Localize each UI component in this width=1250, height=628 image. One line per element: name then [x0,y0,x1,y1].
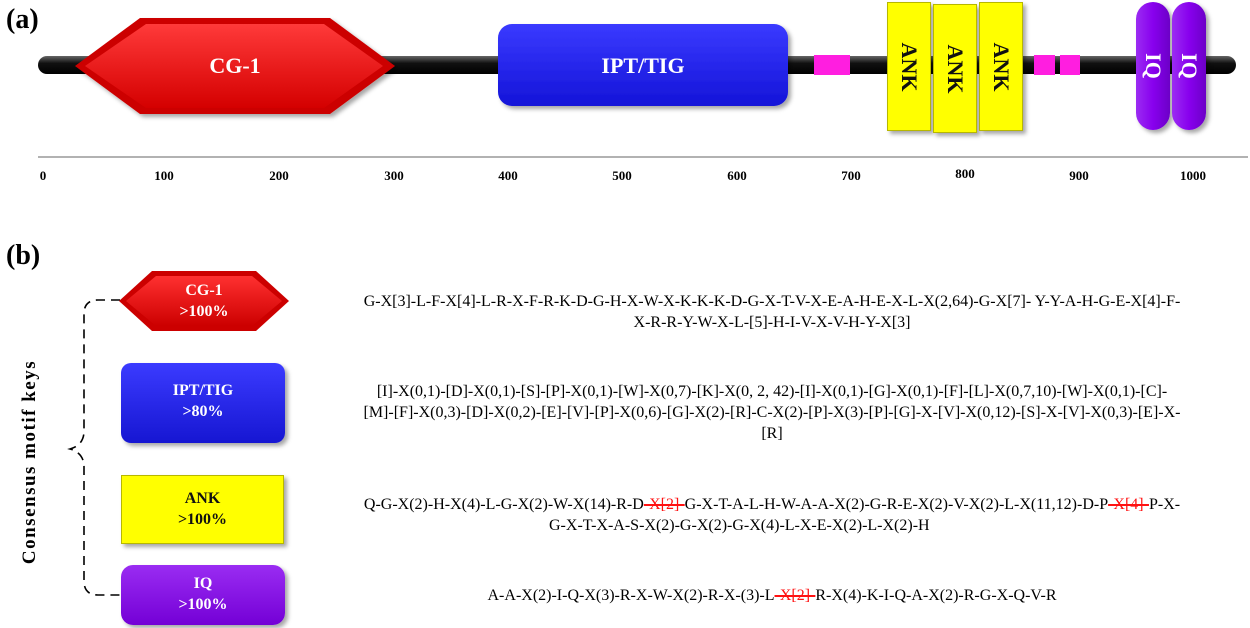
axis-tick-label: 600 [727,168,747,183]
iq-domain-2: IQ [1172,2,1206,130]
axis-tick-label: 500 [612,168,632,183]
ipt-tig-domain-shape [498,24,788,106]
ank-domain-2: ANK [933,4,977,133]
cg1-key: CG-1 >100% [116,280,292,322]
ank-deleted-segment: -X[4]- [1108,496,1149,513]
cg1-motif-line: X-R-R-Y-W-X-L-[5]-H-I-V-X-V-H-Y-X[3] [633,314,911,331]
ank-domain-3: ANK [979,2,1023,131]
axis-tick-label: 400 [498,168,518,183]
axis-tick-label: 200 [269,168,289,183]
consensus-motif-keys-label: Consensus motif keys [19,359,40,565]
panel-b-label: (b) [6,240,41,271]
bracket [67,299,120,596]
axis-tick-label: 100 [154,168,174,183]
iq-domain-label: IQ [1177,53,1202,79]
axis-tick-label: 900 [1069,168,1089,183]
axis-tick-label: 0 [39,168,47,183]
iq-key-pct: >100% [178,596,228,613]
ank-motif-segment: P-X- [1148,496,1181,513]
pink-motif-segment [1060,55,1080,75]
ipt-tig-motif: [I]-X(0,1)-[D]-X(0,1)-[S]-[P]-X(0,1)-[W]… [296,381,1248,444]
panel-a-label: (a) [6,4,39,35]
axis-tick-label: 300 [384,168,404,183]
iq-key-name: IQ [193,575,213,592]
ipt-tig-motif-line: [M]-[F]-X(0,3)-[D]-X(0,2)-[E]-[V]-[P]-X(… [363,404,1181,421]
iq-motif: A-A-X(2)-I-Q-X(3)-R-X-W-X(2)-R-X-(3)-L-X… [296,585,1248,606]
ank-domain-label: ANK [989,42,1014,91]
ank-key-name: ANK [184,490,221,507]
ipt-tig-domain-label: IPT/TIG [601,53,685,78]
cg1-key-pct: >100% [179,303,229,320]
iq-deleted-segment: -X[2]- [774,587,816,604]
ank-key-pct: >100% [177,511,228,528]
cg1-motif-line: G-X[3]-L-F-X[4]-L-R-X-F-R-K-D-G-H-X-W-X-… [363,293,1181,310]
ipt-tig-motif-line: [R] [761,425,783,442]
ank-domain-label: ANK [897,42,922,91]
axis-tick-label: 700 [841,168,861,183]
ank-key: ANK >100% [121,475,284,544]
ank-motif-segment: Q-G-X(2)-H-X(4)-L-G-X(2)-W-X(14)-R-D [363,496,644,513]
ipt-tig-key-pct: >80% [182,403,224,420]
iq-domain-label: IQ [1141,53,1166,79]
ank-motif-line: G-X-T-X-A-S-X(2)-G-X(2)-G-X(4)-L-X-E-X(2… [549,517,930,534]
cg1-domain-label: CG-1 [209,53,261,78]
ank-motif-segment: G-X-T-A-L-H-W-A-A-X(2)-G-R-E-X(2)-V-X(2)… [684,496,1109,513]
pink-motif-segment [814,55,850,75]
ank-deleted-segment: -X[2]- [643,496,685,513]
axis-tick-label: 800 [955,166,975,181]
iq-key: IQ >100% [121,565,285,625]
pink-motif-segment [1034,55,1055,75]
ank-domain-label: ANK [943,44,968,93]
iq-motif-segment: A-A-X(2)-I-Q-X(3)-R-X-W-X(2)-R-X-(3)-L [487,587,775,604]
cg1-key-name: CG-1 [185,282,223,299]
ipt-tig-key-name: IPT/TIG [172,382,234,399]
iq-domain-1: IQ [1136,2,1170,130]
cg1-key-shape [119,271,289,331]
ank-motif-line: Q-G-X(2)-H-X(4)-L-G-X(2)-W-X(14)-R-D-X[2… [296,494,1248,515]
ank-domain-1: ANK [887,2,931,131]
ipt-tig-motif-line: [I]-X(0,1)-[D]-X(0,1)-[S]-[P]-X(0,1)-[W]… [376,383,1168,400]
ank-motif: Q-G-X(2)-H-X(4)-L-G-X(2)-W-X(14)-R-D-X[2… [296,494,1248,536]
cg1-motif: G-X[3]-L-F-X[4]-L-R-X-F-R-K-D-G-H-X-W-X-… [296,291,1248,333]
axis-tick-label: 1000 [1180,168,1206,183]
ipt-tig-key: IPT/TIG >80% [121,363,285,443]
iq-motif-segment: R-X(4)-K-I-Q-A-X(2)-R-G-X-Q-V-R [815,587,1057,604]
